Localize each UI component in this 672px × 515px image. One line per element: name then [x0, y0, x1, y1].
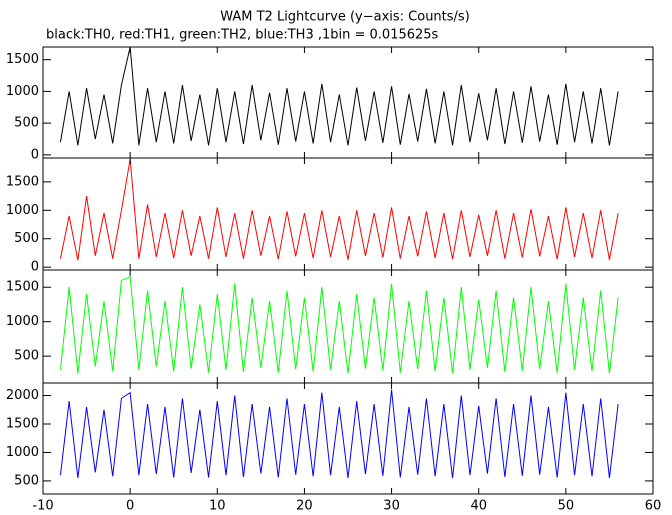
- lightcurve: [59, 389, 619, 479]
- y-tick-label: 2000: [6, 388, 39, 403]
- y-tick-label: 1500: [6, 52, 39, 67]
- lightcurve: [59, 276, 619, 374]
- y-tick-label: 1500: [6, 174, 39, 189]
- y-tick-label: 0: [31, 260, 39, 275]
- lightcurve: [59, 159, 619, 261]
- chart-subtitle: black:TH0, red:TH1, green:TH2, blue:TH3 …: [46, 28, 439, 43]
- x-tick-label: 40: [470, 499, 487, 514]
- panel-frame: [42, 382, 654, 495]
- x-tick-label: 60: [645, 499, 662, 514]
- chart-title: WAM T2 Lightcurve (y−axis: Counts/s): [220, 10, 470, 25]
- lightcurve: [59, 46, 619, 146]
- y-tick-label: 1000: [6, 203, 39, 218]
- x-tick-label: 30: [383, 499, 400, 514]
- y-tick-label: 1000: [6, 84, 39, 99]
- x-tick-label: 10: [209, 499, 226, 514]
- y-tick-label: 1000: [6, 445, 39, 460]
- x-tick-label: 0: [126, 499, 134, 514]
- y-tick-label: 1000: [6, 314, 39, 329]
- y-tick-label: 1500: [6, 416, 39, 431]
- y-tick-label: 500: [14, 349, 39, 364]
- y-tick-label: 0: [31, 147, 39, 162]
- y-tick-label: 1500: [6, 280, 39, 295]
- y-tick-label: 500: [14, 116, 39, 131]
- panel-frame: [42, 46, 654, 159]
- x-tick-label: -10: [32, 499, 53, 514]
- y-tick-label: 500: [14, 473, 39, 488]
- x-tick-label: 50: [558, 499, 575, 514]
- y-tick-label: 500: [14, 231, 39, 246]
- x-tick-label: 20: [296, 499, 313, 514]
